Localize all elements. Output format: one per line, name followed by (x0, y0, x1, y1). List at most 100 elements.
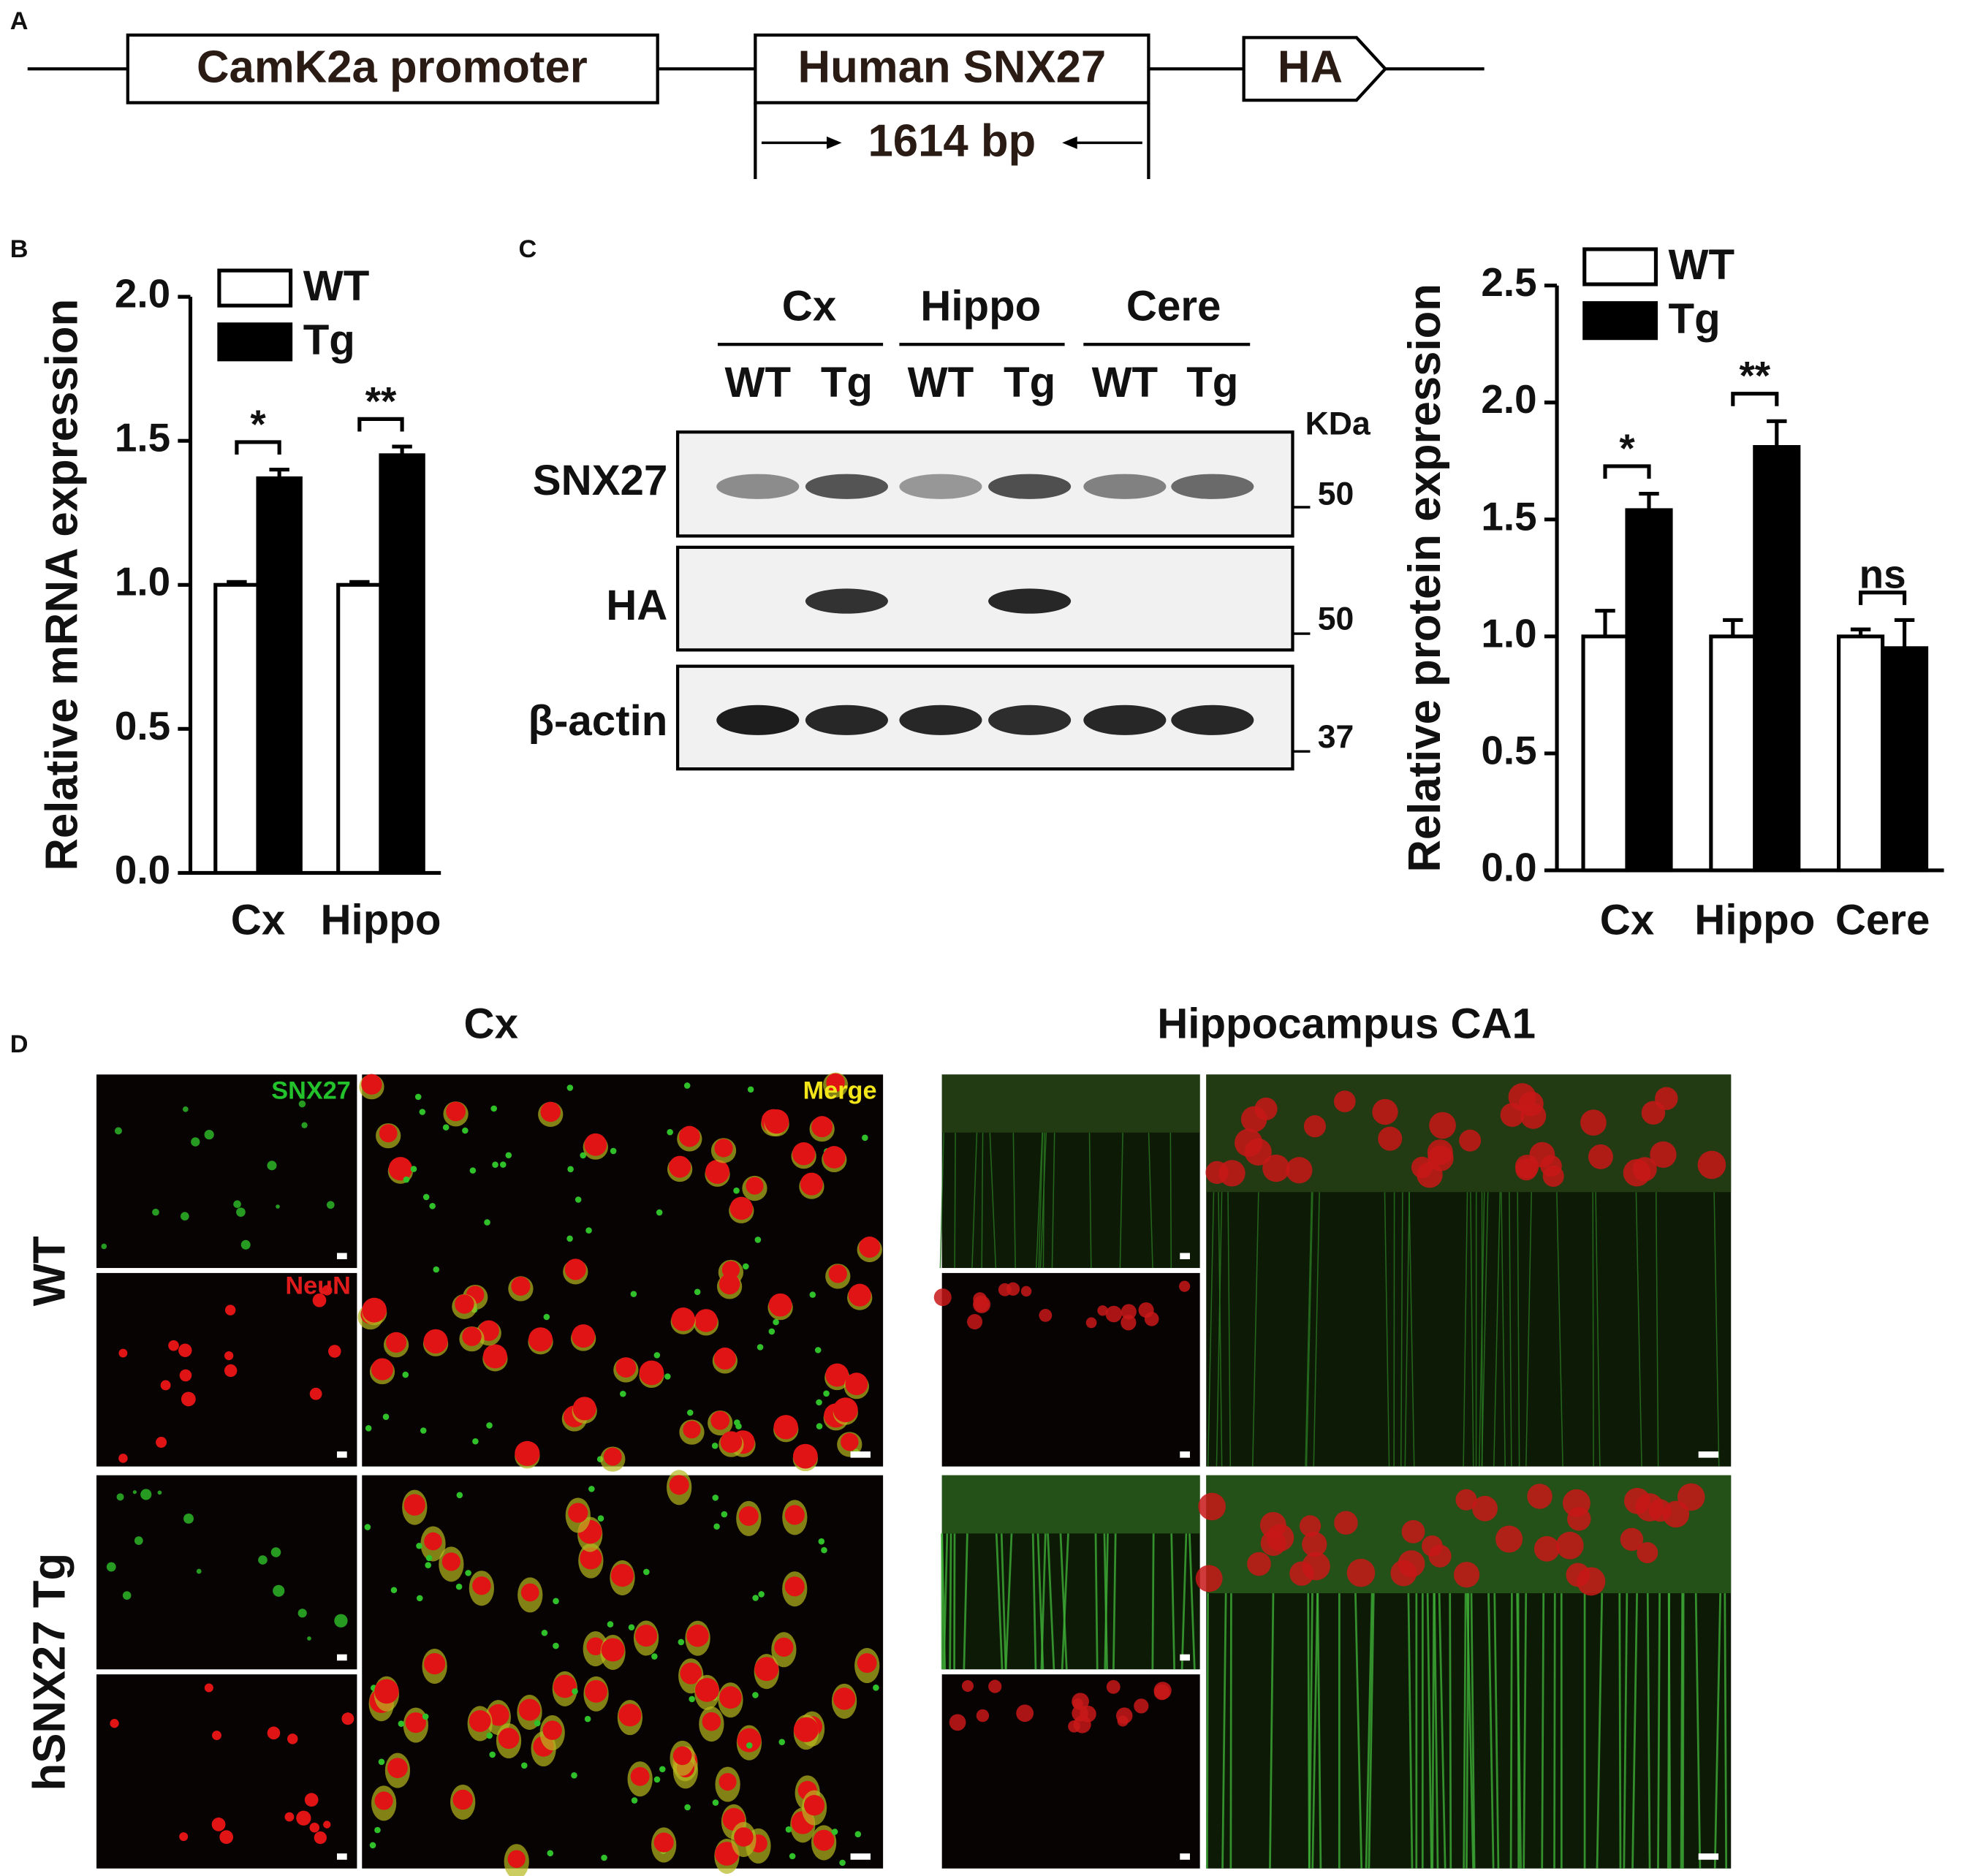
neuron (498, 1728, 520, 1750)
dendrite (1408, 1192, 1415, 1467)
micrographs (96, 1072, 1732, 1876)
puncta (631, 1797, 638, 1804)
neuron (825, 1363, 849, 1387)
neuron (710, 1410, 730, 1430)
puncta (571, 1772, 577, 1779)
row-label: SNX27 (533, 457, 668, 504)
neuron (309, 1387, 322, 1400)
neuron (487, 1704, 509, 1726)
neuron (1372, 1098, 1398, 1125)
puncta (365, 1425, 372, 1432)
puncta (816, 1423, 823, 1429)
puncta (455, 1583, 463, 1590)
tag-label: HA (1278, 42, 1343, 92)
puncta (664, 1373, 671, 1380)
neuron (568, 1503, 588, 1523)
puncta (433, 1266, 440, 1273)
neuron (1006, 1282, 1020, 1296)
dendrite (1227, 1192, 1232, 1467)
puncta (297, 1609, 307, 1618)
puncta (667, 1128, 673, 1136)
puncta (402, 1371, 409, 1378)
scale-bar (1180, 1253, 1190, 1260)
puncta (369, 1842, 376, 1849)
neuron (719, 1273, 740, 1295)
neuron (1378, 1126, 1403, 1151)
neuron (1262, 1154, 1290, 1182)
neuron (1153, 1682, 1172, 1700)
dendrite (1713, 1593, 1722, 1869)
neuron (601, 1638, 625, 1662)
puncta (789, 1853, 796, 1860)
puncta (628, 1624, 635, 1631)
puncta (547, 1850, 554, 1857)
puncta (233, 1200, 241, 1209)
neuron (1259, 1511, 1286, 1538)
puncta (157, 1490, 162, 1495)
scale-bar (850, 1451, 871, 1458)
puncta (553, 1598, 559, 1605)
dendrite (1523, 1593, 1528, 1869)
micrograph (933, 1272, 1200, 1467)
dendrite (1307, 1593, 1311, 1869)
bar (379, 453, 425, 875)
channel-label: Merge (803, 1076, 877, 1104)
neuron (385, 1332, 407, 1353)
puncta (694, 1288, 701, 1296)
neuron (1428, 1544, 1452, 1568)
neuron (1495, 1525, 1523, 1553)
neuron (219, 1830, 234, 1845)
puncta (534, 1720, 541, 1727)
y-tick-label: 0.0 (1481, 844, 1536, 889)
neuron (1134, 1698, 1149, 1714)
puncta (620, 1390, 626, 1397)
band (988, 588, 1072, 614)
neuron (773, 1415, 798, 1440)
marker-label: 50 (1318, 601, 1354, 637)
puncta (419, 1109, 426, 1115)
puncta (134, 1536, 143, 1545)
neuron (826, 1073, 845, 1092)
dendrite (1438, 1593, 1447, 1869)
x-tick-label: Cere (1835, 896, 1930, 943)
row-label: HA (606, 582, 667, 629)
puncta (258, 1555, 268, 1565)
dendrite (1509, 1192, 1512, 1467)
dendrite (1170, 1533, 1176, 1670)
construct-diagram: CamK2a promoter Human SNX27 HA 1614 bp (27, 33, 1485, 180)
puncta (521, 1762, 528, 1769)
puncta (122, 1591, 132, 1600)
neuron (754, 1657, 779, 1682)
dendrite (1316, 1593, 1322, 1869)
puncta (472, 1438, 479, 1445)
neuron (323, 1820, 331, 1828)
neuron (482, 1344, 507, 1369)
puncta (651, 1653, 658, 1660)
puncta (276, 1204, 280, 1209)
neuron (639, 1360, 664, 1386)
neuron (833, 1687, 856, 1710)
neuron (949, 1714, 966, 1731)
puncta (101, 1243, 107, 1250)
neuron (314, 1831, 327, 1845)
neuron (312, 1293, 327, 1307)
bar (1753, 445, 1801, 873)
puncta (204, 1129, 214, 1140)
puncta (116, 1493, 124, 1501)
dendrite (1216, 1192, 1223, 1467)
neuron (540, 1101, 561, 1123)
neuron (734, 1827, 754, 1847)
legend-label: WT (1669, 241, 1735, 289)
puncta (778, 1739, 786, 1745)
significance-bracket (1603, 464, 1651, 479)
neuron (1198, 1492, 1226, 1521)
scale-bar (1180, 1654, 1190, 1661)
puncta (398, 1720, 405, 1727)
neuron (1039, 1308, 1053, 1322)
significance-label: ** (365, 378, 397, 423)
neuron (680, 1662, 702, 1685)
dendrite (1004, 1533, 1013, 1670)
dendrite (1426, 1593, 1433, 1869)
x-tick-label: Hippo (1694, 896, 1815, 943)
